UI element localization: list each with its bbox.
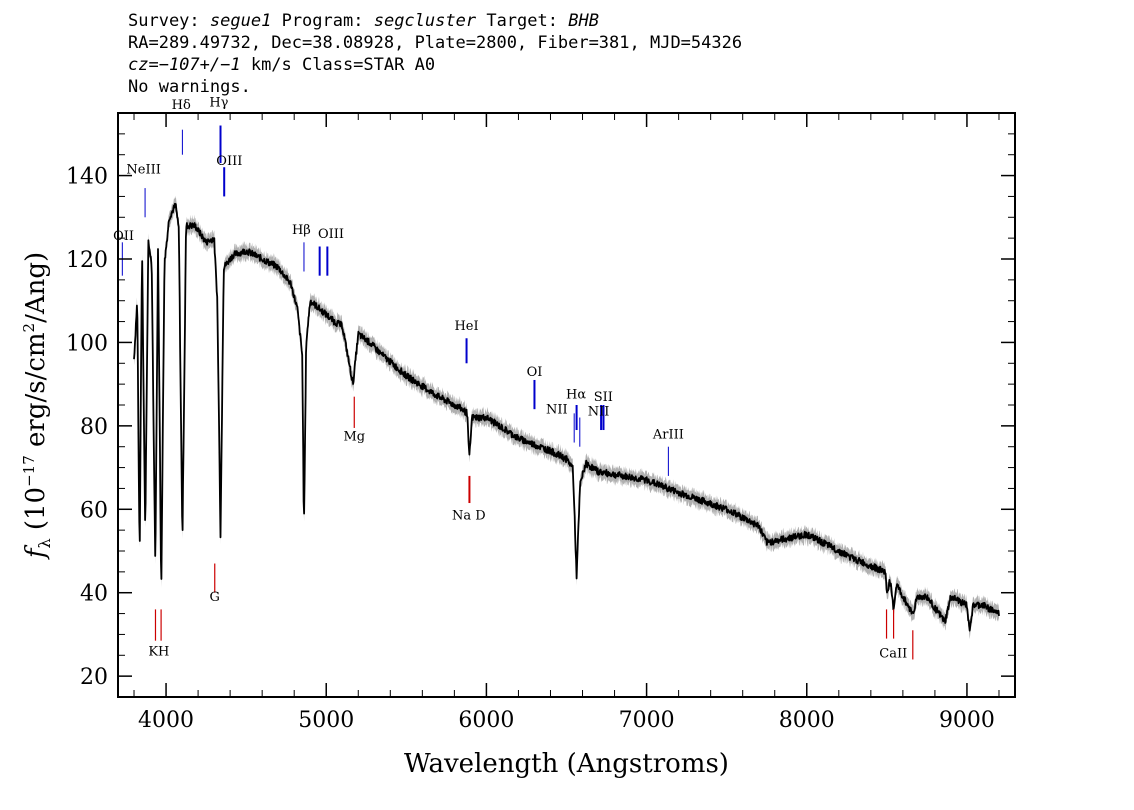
y-tick-label: 40: [80, 582, 108, 607]
target-value: BHB: [568, 11, 599, 31]
absorption-label-na-d: Na D: [452, 509, 486, 524]
emission-line-hei-label: HeI: [454, 319, 478, 334]
emission-line-oi-label: OI: [527, 365, 543, 380]
x-tick-label: 4000: [138, 708, 194, 733]
header-line-redshift: cz=−107+/−1 km/s Class=STAR A0: [128, 54, 742, 76]
emission-line-oiii-label: OIII: [318, 227, 344, 242]
emission-line-oii-label: OII: [113, 229, 134, 244]
x-tick-label: 6000: [458, 708, 514, 733]
header-line-survey: Survey: segue1 Program: segcluster Targe…: [128, 10, 742, 32]
x-tick-label: 5000: [298, 708, 354, 733]
absorption-label-g: G: [210, 590, 220, 605]
axis-ticks: 4000 5000 6000 7000 8000 9000 20 40 60 80 100 120 14…: [66, 113, 1015, 733]
program-value: segcluster: [373, 11, 477, 31]
emission-line-ariii-label: ArIII: [652, 427, 684, 442]
program-label: Program:: [281, 11, 364, 31]
emission-line-oiii-label: OIII: [216, 154, 242, 169]
spectrum-line: [133, 202, 1000, 632]
x-tick-label: 9000: [939, 708, 995, 733]
y-tick-label: 120: [66, 248, 108, 273]
emission-line-hγ-label: Hγ: [209, 96, 228, 111]
class-text: km/s Class=STAR A0: [240, 55, 436, 75]
y-tick-label: 100: [66, 331, 108, 356]
cz-value: cz=−107+/−1: [128, 55, 241, 75]
absorption-label-mg: Mg: [343, 429, 365, 444]
y-tick-label: 20: [80, 665, 108, 690]
target-label: Target:: [486, 11, 558, 31]
emission-line-sii-label: SII: [594, 390, 613, 405]
emission-line-neiii-label: NeIII: [126, 162, 160, 177]
emission-line-nii-label-2: NII: [588, 404, 610, 419]
emission-line-hβ-label: Hβ: [292, 223, 311, 238]
spectral-line-markers: OII NeIII Hδ Hγ OIII Hβ OIII HeI OI Hα SII ArIII NII…: [113, 96, 914, 661]
x-tick-label: 7000: [619, 708, 675, 733]
y-axis-label: fλ (10−17 erg/s/cm2/Ang): [20, 252, 54, 560]
survey-value: segue1: [209, 11, 272, 31]
x-axis-label: Wavelength (Angstroms): [404, 749, 729, 779]
spectrum-header: Survey: segue1 Program: segcluster Targe…: [128, 10, 742, 98]
y-tick-label: 140: [66, 165, 108, 190]
header-line-coordinates: RA=289.49732, Dec=38.08928, Plate=2800, …: [128, 33, 743, 53]
absorption-label-kh: KH: [148, 644, 169, 659]
header-line-warnings: No warnings.: [128, 77, 251, 97]
emission-line-hδ-label: Hδ: [172, 98, 191, 113]
survey-label: Survey:: [128, 11, 200, 31]
spectrum-series: [133, 202, 1000, 632]
emission-line-nii-label: NII: [546, 402, 568, 417]
x-tick-label: 8000: [779, 708, 835, 733]
emission-line-hα-label: Hα: [566, 388, 586, 403]
y-tick-label: 60: [80, 498, 108, 523]
absorption-label-caii: CaII: [879, 646, 907, 661]
y-tick-label: 80: [80, 415, 108, 440]
